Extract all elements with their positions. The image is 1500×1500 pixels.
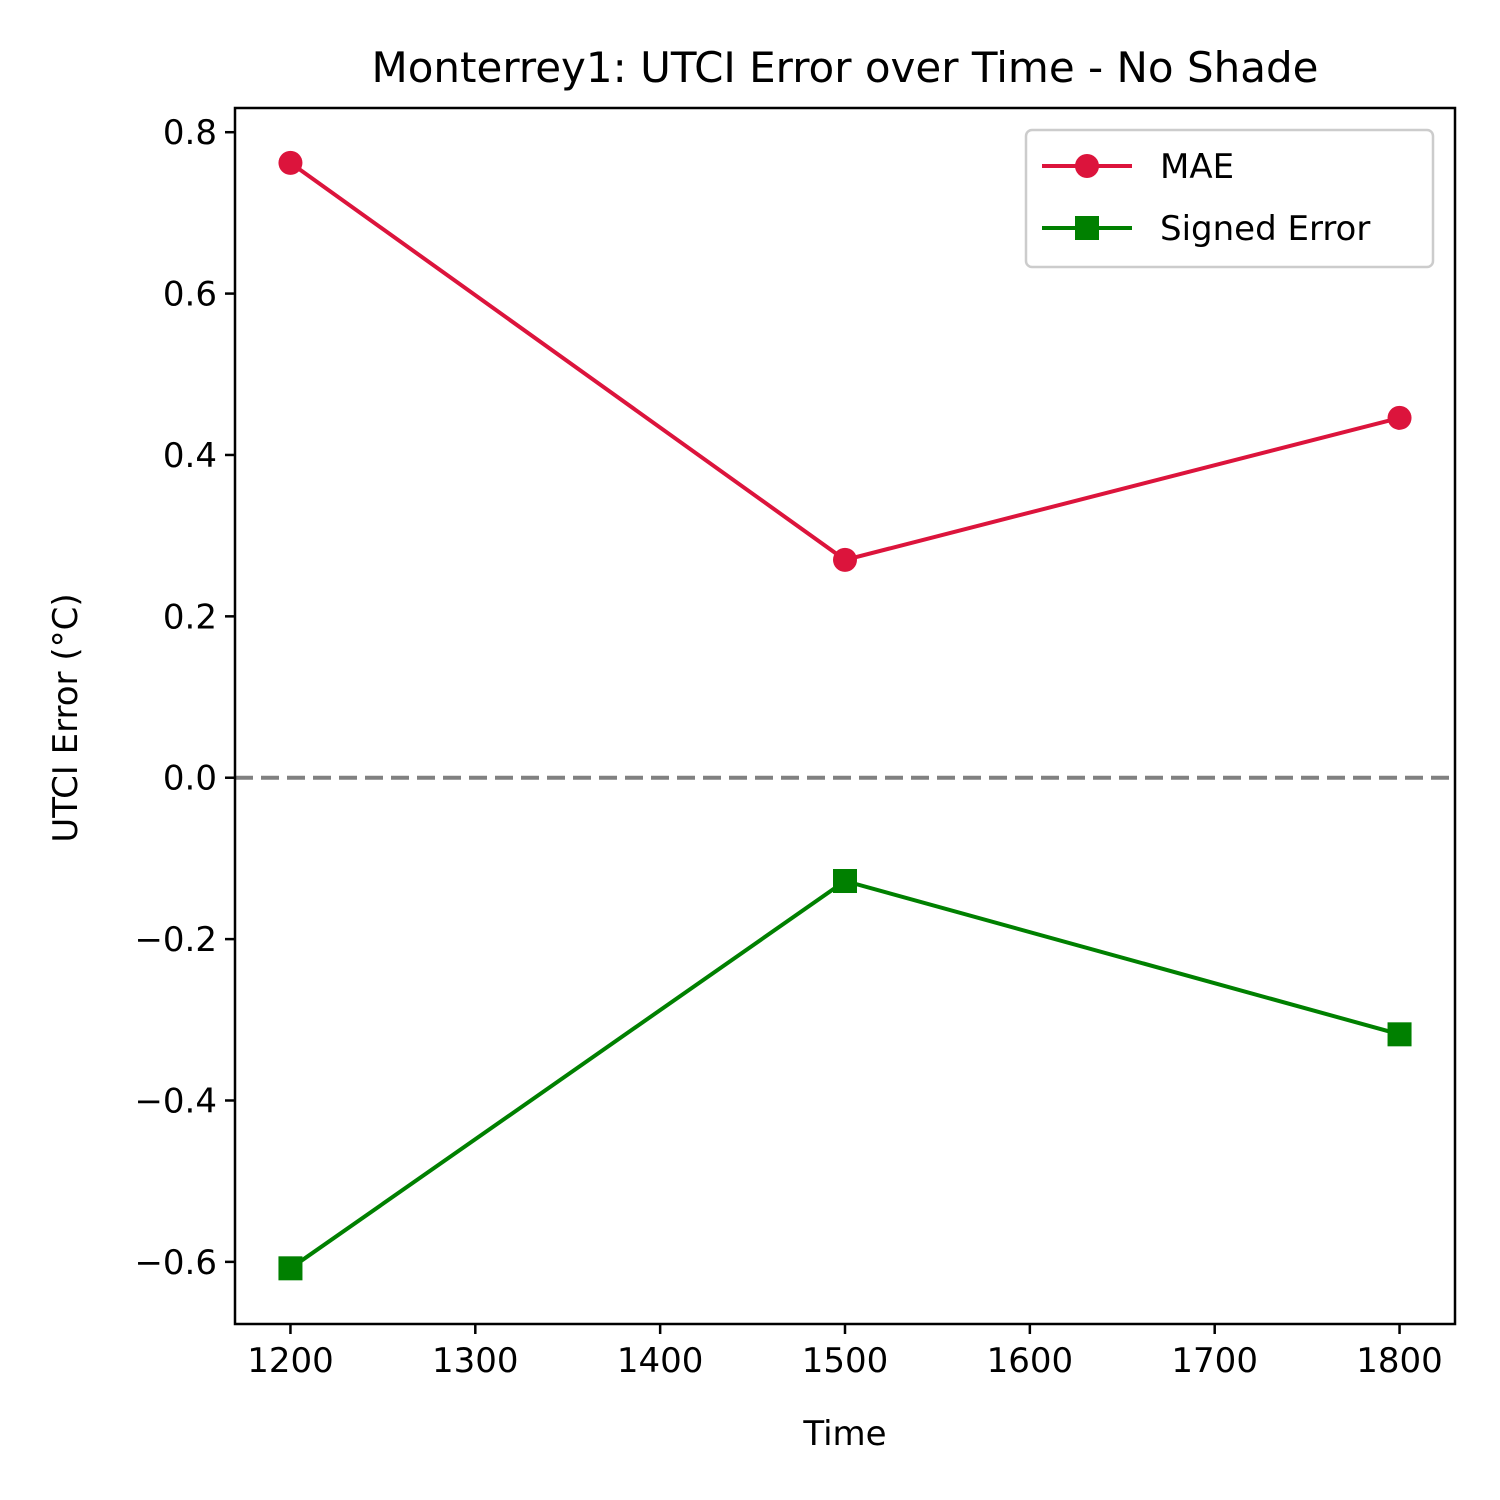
x-tick-label-0: 1200 [247, 1341, 334, 1381]
x-tick-label-3: 1500 [802, 1341, 889, 1381]
data-point-0-1 [833, 547, 857, 572]
legend-label-0: MAE [1160, 147, 1234, 187]
data-point-0-2 [1387, 405, 1412, 430]
x-tick-label-1: 1300 [432, 1341, 519, 1381]
y-tick-label-2: −0.2 [134, 920, 217, 960]
legend: MAE Signed Error [1024, 128, 1435, 269]
data-point-0-0 [278, 150, 303, 175]
x-axis-label: Time [802, 1414, 886, 1454]
y-tick-label-6: 0.6 [163, 275, 217, 315]
x-tick-label-4: 1600 [987, 1341, 1074, 1381]
data-point-1-2 [1387, 1022, 1412, 1047]
plot-area: 1200 1300 1400 1500 1600 1700 1800 −0.6 −0.4 −0.2… [134, 106, 1457, 1381]
x-tick-label-5: 1700 [1171, 1341, 1258, 1381]
data-point-1-0 [278, 1256, 303, 1281]
y-tick-label-5: 0.4 [163, 436, 217, 476]
chart-title: Monterrey1: UTCI Error over Time - No Sh… [371, 43, 1318, 92]
legend-marker-0 [1075, 154, 1099, 178]
y-tick-label-0: −0.6 [134, 1243, 217, 1283]
legend-label-1: Signed Error [1160, 209, 1370, 249]
x-tick-label-6: 1800 [1356, 1341, 1443, 1381]
x-tick-label-2: 1400 [617, 1341, 704, 1381]
data-point-1-1 [833, 869, 857, 894]
y-tick-label-3: 0.0 [163, 759, 217, 799]
legend-marker-1 [1075, 216, 1099, 240]
y-tick-label-7: 0.8 [163, 113, 217, 153]
y-tick-label-1: −0.4 [134, 1081, 217, 1121]
y-tick-label-4: 0.2 [163, 597, 217, 637]
y-axis-label: UTCI Error (°C) [46, 593, 86, 842]
